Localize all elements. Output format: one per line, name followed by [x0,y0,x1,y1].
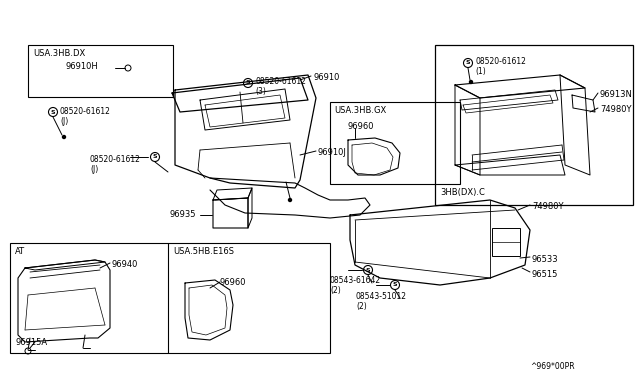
Text: (1): (1) [475,67,486,76]
Bar [435,45,633,205]
Text: 08520-61612: 08520-61612 [90,155,141,164]
Bar [330,102,460,184]
Text: USA.3HB.GX: USA.3HB.GX [334,106,387,115]
Text: 08520-61612: 08520-61612 [475,57,526,66]
Bar [492,228,520,256]
Text: 74980Y: 74980Y [600,105,632,114]
Text: 96940: 96940 [112,260,138,269]
Text: USA.3HB.DX: USA.3HB.DX [33,49,85,58]
Text: 96935: 96935 [170,210,196,219]
Text: 96910J: 96910J [318,148,347,157]
Bar [28,45,173,97]
Text: 96533: 96533 [532,255,559,264]
Text: AT: AT [15,247,25,256]
Text: (2): (2) [356,302,367,311]
Text: S: S [246,80,250,86]
Text: 74980Y: 74980Y [532,202,563,211]
Text: (J): (J) [90,165,99,174]
Circle shape [63,135,65,138]
Text: 08520-61612: 08520-61612 [255,77,306,86]
Text: 08543-61642: 08543-61642 [330,276,381,285]
Text: ^969*00PR: ^969*00PR [530,362,575,371]
Text: S: S [466,61,470,65]
Circle shape [289,199,291,202]
Text: S: S [393,282,397,288]
Circle shape [470,80,472,83]
Text: 96960: 96960 [220,278,246,287]
Text: 96910H: 96910H [65,62,98,71]
Text: (2): (2) [330,286,340,295]
Text: USA.5HB.E16S: USA.5HB.E16S [173,247,234,256]
Text: (3): (3) [255,87,266,96]
Text: 96515: 96515 [532,270,558,279]
Text: 96960: 96960 [348,122,374,131]
Text: (J): (J) [60,117,68,126]
Text: 08520-61612: 08520-61612 [60,107,111,116]
Text: 08543-51012: 08543-51012 [356,292,407,301]
Text: 96913N: 96913N [600,90,633,99]
Text: 96915A: 96915A [15,338,47,347]
Text: S: S [153,154,157,160]
Bar [10,243,330,353]
Text: 3HB(DX).C: 3HB(DX).C [440,188,485,197]
Text: S: S [365,267,371,273]
Text: S: S [51,109,55,115]
Text: 96910: 96910 [313,73,339,82]
